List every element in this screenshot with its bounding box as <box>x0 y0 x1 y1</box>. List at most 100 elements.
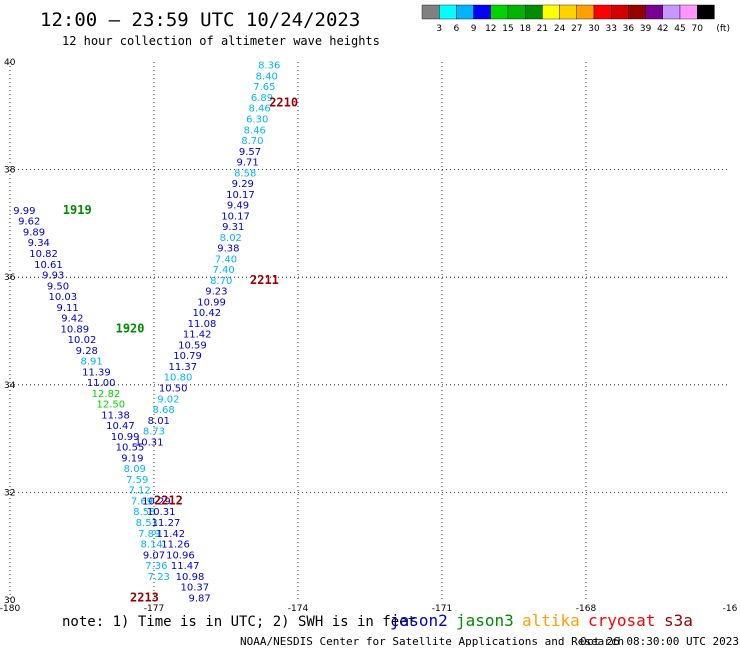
pass-time-label: 1919 <box>63 203 92 217</box>
legend-item-jason3: jason3 <box>456 611 514 630</box>
wave-height-value: 10.89 <box>60 324 89 335</box>
wave-height-value: 10.99 <box>197 297 226 308</box>
colorbar-label: 27 <box>571 24 582 34</box>
colorbar-swatch <box>662 4 681 20</box>
colorbar-label: 3 <box>436 24 442 34</box>
x-tick-label: -177 <box>144 604 164 614</box>
colorbar-swatch <box>697 4 715 20</box>
wave-height-value: 7.65 <box>253 82 275 93</box>
wave-height-value: 8.40 <box>256 71 278 82</box>
footer-issued: Oct 26 08:30:00 UTC 2023 <box>580 635 739 648</box>
wave-height-value: 7.36 <box>145 561 167 572</box>
colorbar-label: 42 <box>657 24 668 34</box>
wave-height-value: 8.70 <box>241 136 263 147</box>
wave-height-value: 9.71 <box>236 158 258 169</box>
wave-height-value: 9.38 <box>217 244 239 255</box>
legend-item-cryosat: cryosat <box>588 611 655 630</box>
wave-height-value: 7.40 <box>212 265 234 276</box>
wave-height-value: 9.23 <box>205 287 227 298</box>
pass-time-label: 2213 <box>130 590 159 604</box>
wave-height-value: 9.02 <box>157 394 179 405</box>
footer-note: note: 1) Time is in UTC; 2) SWH is in fe… <box>62 614 416 630</box>
wave-height-value: 10.96 <box>166 550 195 561</box>
wave-height-value: 10.59 <box>178 340 207 351</box>
wave-height-value: 9.34 <box>28 238 50 249</box>
wave-height-value: 11.42 <box>183 330 212 341</box>
legend-item-s3a: s3a <box>664 611 693 630</box>
colorbar-label: 18 <box>519 24 531 34</box>
colorbar-swatch <box>542 4 560 20</box>
wave-height-value: 10.03 <box>48 292 77 303</box>
wave-height-value: 9.89 <box>23 227 45 238</box>
wave-height-value: 9.57 <box>239 147 261 158</box>
pass-time-label: 2210 <box>269 95 298 109</box>
wave-height-value: 10.02 <box>68 335 97 346</box>
wave-height-value: 11.39 <box>82 367 111 378</box>
wave-height-value: 6.89 <box>251 93 273 104</box>
plot-grid <box>9 62 730 600</box>
wave-height-value: 8.46 <box>248 104 270 115</box>
wave-height-value: 11.42 <box>156 529 185 540</box>
colorbar-swatch <box>679 4 698 20</box>
wave-height-value: 12.50 <box>96 400 125 411</box>
y-tick-label: 30 <box>4 596 16 606</box>
colorbar-label: 12 <box>485 24 496 34</box>
colorbar-label: 15 <box>502 24 513 34</box>
y-tick-label: 36 <box>4 273 16 283</box>
colorbar-swatch <box>611 4 629 20</box>
wave-height-value: 9.62 <box>18 217 40 228</box>
wave-height-value: 9.19 <box>121 453 143 464</box>
pass-time-label: 2211 <box>250 273 279 287</box>
wave-height-value: 10.99 <box>111 432 140 443</box>
y-tick-label: 38 <box>4 166 16 176</box>
chart-title: 12:00 – 23:59 UTC 10/24/2023 <box>40 9 360 31</box>
wave-height-value: 10.17 <box>221 211 250 222</box>
wave-height-value: 9.42 <box>61 314 83 325</box>
wave-height-value: 6.30 <box>246 114 268 125</box>
x-tick-label: -174 <box>288 604 309 614</box>
colorbar-label: 21 <box>537 24 548 34</box>
colorbar-label: 30 <box>588 24 600 34</box>
wave-height-value: 8.14 <box>140 540 162 551</box>
wave-height-value: 8.91 <box>80 357 102 368</box>
legend-item-altika: altika <box>522 611 580 630</box>
wave-height-value: 10.98 <box>176 572 205 583</box>
wave-height-value: 11.37 <box>168 362 197 373</box>
chart-subtitle: 12 hour collection of altimeter wave hei… <box>62 34 380 48</box>
x-tick-label: -16 <box>723 604 738 614</box>
colorbar-swatch <box>576 4 595 20</box>
colorbar-swatch <box>628 4 646 20</box>
colorbar-label: 36 <box>623 24 635 34</box>
wave-height-value: 7.40 <box>215 254 237 265</box>
wave-height-value: 8.73 <box>143 427 165 438</box>
wave-height-value: 7.89 <box>138 529 160 540</box>
colorbar-label: 6 <box>454 24 460 34</box>
wave-height-value: 8.46 <box>244 125 266 136</box>
wave-height-value: 8.58 <box>234 168 256 179</box>
wave-height-value: 11.47 <box>171 561 200 572</box>
wave-height-value: 10.50 <box>159 383 188 394</box>
colorbar-label: 39 <box>640 24 652 34</box>
wave-height-value: 7.59 <box>126 475 148 486</box>
colorbar-swatch <box>525 4 543 20</box>
wave-height-value: 9.28 <box>76 346 98 357</box>
wave-height-value: 11.38 <box>101 410 130 421</box>
y-tick-label: 34 <box>4 381 16 391</box>
x-tick-label: -180 <box>0 604 20 614</box>
colorbar-swatch <box>559 4 577 20</box>
colorbar-swatch <box>593 4 612 20</box>
wave-height-value: 8.01 <box>148 416 170 427</box>
colorbar-label: 24 <box>554 24 566 34</box>
footer-credit: NOAA/NESDIS Center for Satellite Applica… <box>240 635 624 648</box>
wave-height-value: 12.82 <box>92 389 121 400</box>
legend-item-jason2: jason2 <box>390 611 448 630</box>
pass-time-labels: 1919 1920 2210 2211 2212 2213 <box>63 95 298 604</box>
colorbar-swatch <box>645 4 663 20</box>
pass-time-label: 2212 <box>154 493 183 507</box>
wave-height-value: 9.50 <box>47 281 69 292</box>
y-tick-label: 32 <box>4 488 15 498</box>
colorbar-label: 9 <box>471 24 477 34</box>
colorbar-swatch <box>439 4 457 20</box>
